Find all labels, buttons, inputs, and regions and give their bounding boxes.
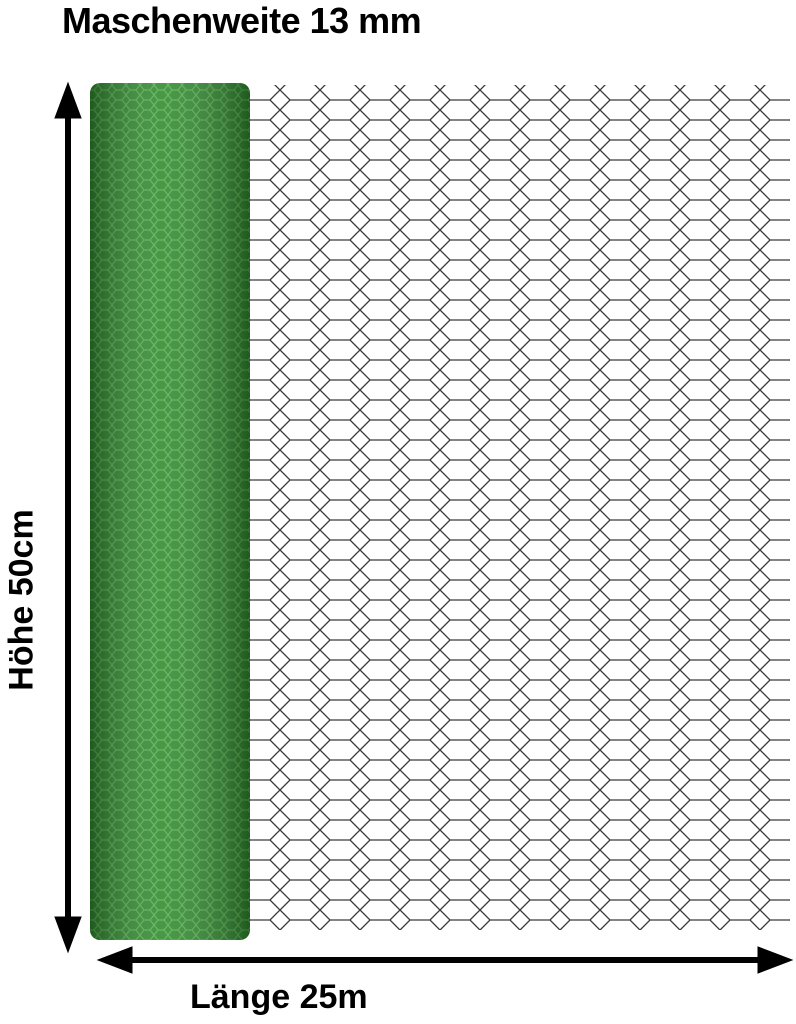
length-label: Länge 25m: [190, 978, 368, 1016]
length-arrow-icon: [96, 946, 794, 974]
height-arrow-icon: [54, 81, 82, 954]
height-label: Höhe 50cm: [2, 509, 41, 691]
wire-mesh: [245, 85, 790, 930]
mesh-size-title: Maschenweite 13 mm: [62, 0, 422, 41]
mesh-roll: [90, 83, 250, 940]
